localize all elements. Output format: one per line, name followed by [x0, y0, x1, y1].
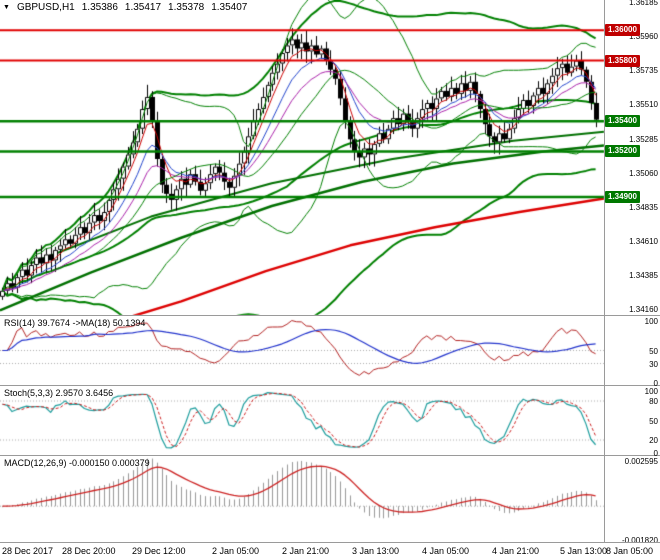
- price-tick-label: 1.35285: [629, 134, 658, 144]
- price-axis[interactable]: 1.36185 1.35960 1.35735 1.35510 1.35285 1.350…: [605, 0, 660, 542]
- chart-header: ▼ GBPUSD,H1 1.35386 1.35417 1.35378 1.35…: [3, 2, 247, 13]
- high-value: 1.35417: [124, 2, 162, 13]
- price-tick-label: 1.35060: [629, 168, 658, 178]
- indicator-scale-label: 100: [644, 387, 658, 396]
- price-tick-label: 1.35735: [629, 66, 658, 76]
- indicator-scale-label: 0.002595: [624, 457, 658, 466]
- open-value: 1.35386: [81, 2, 118, 13]
- indicator-scale-label: 0: [653, 379, 658, 388]
- indicator-scale-label: 50: [649, 416, 658, 426]
- chart-collapse-icon[interactable]: ▼: [3, 3, 10, 11]
- time-axis-label: 4 Jan 05:00: [422, 546, 470, 556]
- price-tick-label: 1.34160: [629, 304, 658, 314]
- time-axis-label: 8 Jan 05:00: [606, 546, 654, 556]
- price-tick-label: 1.36185: [629, 0, 658, 8]
- price-tick-label: 1.34385: [629, 270, 658, 280]
- time-axis-label: 5 Jan 13:00: [560, 546, 608, 556]
- low-value: 1.35378: [168, 2, 205, 13]
- level-price-badge: 1.34900: [605, 190, 640, 203]
- time-axis-divider: [0, 542, 660, 543]
- time-axis-label: 3 Jan 13:00: [352, 546, 400, 556]
- close-value: 1.35407: [211, 2, 248, 13]
- time-axis-label: 28 Dec 20:00: [62, 546, 116, 556]
- time-axis-label: 28 Dec 2017: [2, 546, 54, 556]
- price-axis-divider: [604, 0, 605, 542]
- symbol-timeframe-label: GBPUSD,H1: [16, 2, 75, 13]
- price-tick-label: 1.35510: [629, 100, 658, 110]
- indicator-scale-label: -0.001820: [621, 536, 658, 542]
- price-tick-label: 1.34610: [629, 236, 658, 246]
- stoch-indicator-label: Stoch(5,3,3) 2.9570 3.6456: [4, 388, 114, 398]
- panel-splitter-stoch[interactable]: [0, 385, 660, 386]
- time-axis[interactable]: 28 Dec 2017 28 Dec 20:00 29 Dec 12:00 2 Jan…: [0, 543, 660, 560]
- panel-splitter-rsi[interactable]: [0, 315, 660, 316]
- level-price-badge: 1.36000: [605, 24, 640, 37]
- indicator-scale-label: 30: [649, 359, 658, 369]
- time-axis-label: 4 Jan 21:00: [492, 546, 540, 556]
- panel-splitter-macd[interactable]: [0, 455, 660, 456]
- rsi-indicator-label: RSI(14) 39.7674 ->MA(18) 50.1394: [4, 318, 146, 328]
- level-price-badge: 1.35400: [605, 115, 640, 128]
- indicator-scale-label: 20: [649, 436, 658, 445]
- time-axis-label: 29 Dec 12:00: [132, 546, 186, 556]
- indicator-scale-label: 80: [649, 397, 658, 406]
- macd-indicator-label: MACD(12,26,9) -0.000150 0.000379: [4, 458, 150, 468]
- indicator-scale-label: 50: [649, 346, 658, 356]
- price-tick-label: 1.34835: [629, 202, 658, 212]
- level-price-badge: 1.35800: [605, 54, 640, 67]
- level-price-badge: 1.35200: [605, 145, 640, 158]
- indicator-scale-label: 100: [644, 317, 658, 326]
- price-tick-label: 1.35960: [629, 32, 658, 42]
- time-axis-label: 2 Jan 05:00: [212, 546, 260, 556]
- indicator-scale-label: 0: [653, 449, 658, 458]
- time-axis-label: 2 Jan 21:00: [282, 546, 330, 556]
